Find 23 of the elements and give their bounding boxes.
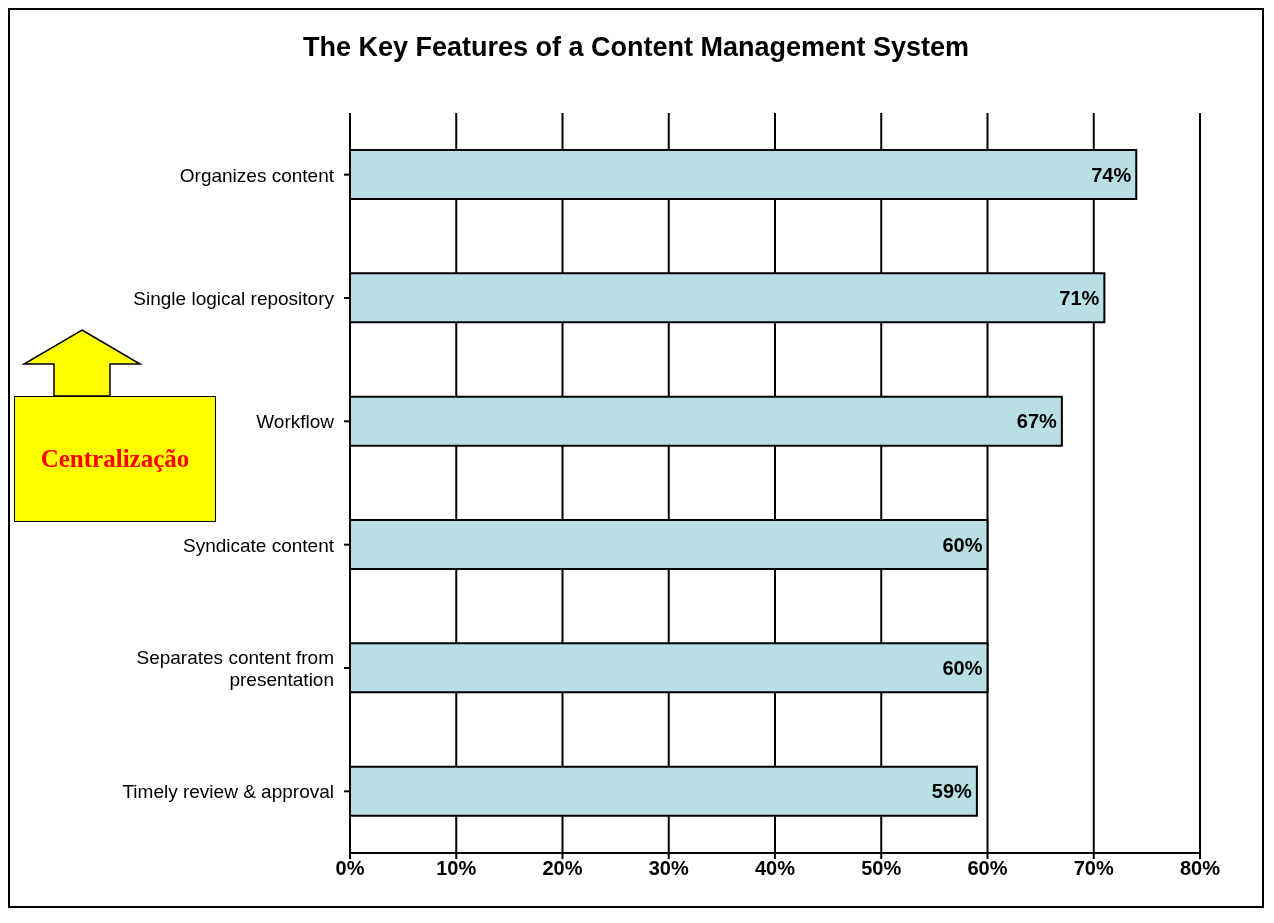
chart-title: The Key Features of a Content Management System xyxy=(301,32,971,63)
data-label: 67% xyxy=(1016,410,1058,433)
x-tick-label: 50% xyxy=(861,857,902,880)
data-label: 60% xyxy=(942,656,983,679)
data-label: 60% xyxy=(942,533,983,556)
y-tick-label: Syndicate content xyxy=(182,534,335,556)
data-label: 74% xyxy=(1091,163,1132,186)
x-tick-label: 20% xyxy=(542,857,583,880)
x-tick-label: 60% xyxy=(967,857,1008,880)
x-tick-label: 40% xyxy=(754,857,796,880)
data-label: 59% xyxy=(931,780,973,803)
y-tick-label: Single logical repository xyxy=(133,287,335,309)
y-tick-label: Timely review & approval xyxy=(122,780,334,802)
x-tick-label: 80% xyxy=(1179,857,1221,880)
y-tick-label: Workflow xyxy=(256,410,335,432)
x-tick-label: 30% xyxy=(648,857,689,880)
x-tick-label: 0% xyxy=(335,857,365,880)
text: Centralização xyxy=(14,396,216,522)
y-tick-label: Organizes content xyxy=(179,164,335,186)
y-tick-label: Separates content from presentation xyxy=(136,646,334,690)
x-tick-label: 70% xyxy=(1073,857,1114,880)
data-label: 71% xyxy=(1059,286,1100,309)
x-tick-label: 10% xyxy=(436,857,477,880)
